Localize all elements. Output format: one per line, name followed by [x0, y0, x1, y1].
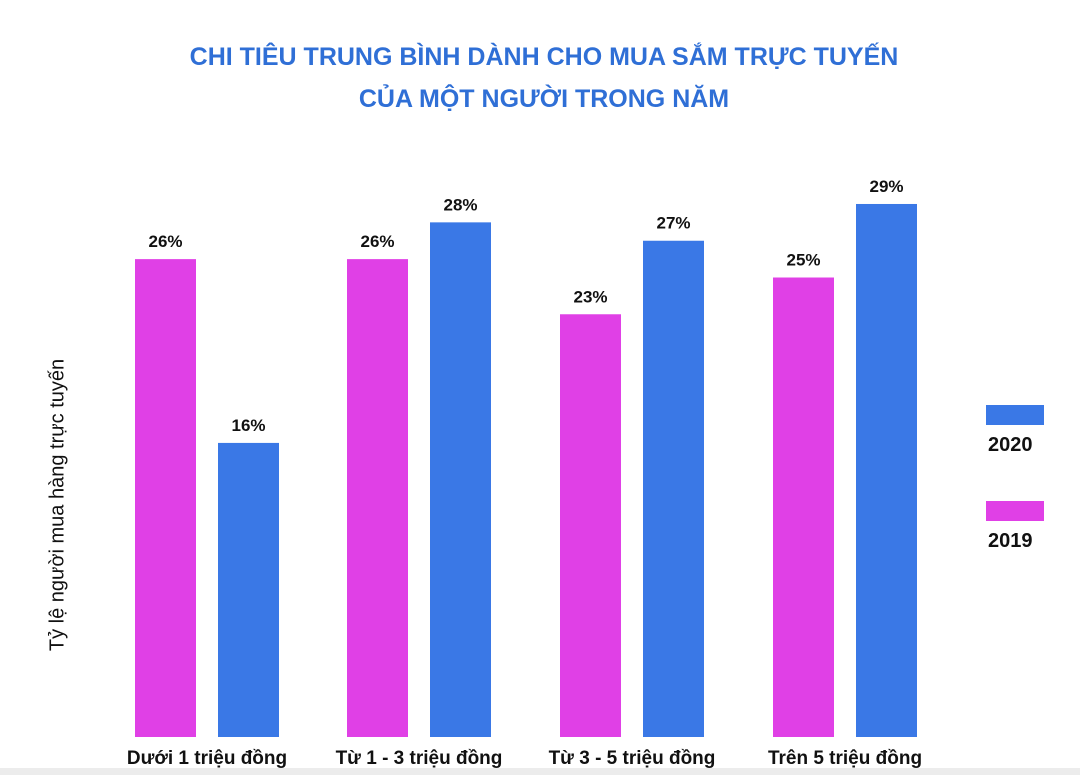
category-label-tren-5-trieu-dong: Trên 5 triệu đồng: [768, 748, 922, 769]
bar-2019-duoi-1-trieu-dong: [135, 259, 196, 737]
chart-title: CHI TIÊU TRUNG BÌNH DÀNH CHO MUA SẮM TRỰ…: [0, 36, 1080, 120]
data-label-2020-tren-5-trieu-dong: 29%: [869, 177, 903, 196]
category-label-tu-1-3-trieu-dong: Từ 1 - 3 triệu đồng: [336, 748, 503, 769]
bar-2020-tu-3-5-trieu-dong: [643, 240, 704, 738]
data-label-2019-tu-1-3-trieu-dong: 26%: [360, 232, 394, 251]
legend-swatch-2019: [986, 501, 1044, 521]
bar-2019-tren-5-trieu-dong: [773, 277, 834, 737]
bar-2020-tu-1-3-trieu-dong: [430, 222, 491, 738]
data-label-2019-duoi-1-trieu-dong: 26%: [148, 232, 182, 251]
legend-label-2019: 2019: [988, 530, 1033, 552]
legend-item-2019: 2019: [978, 501, 1058, 553]
chart-title-line-1: CHI TIÊU TRUNG BÌNH DÀNH CHO MUA SẮM TRỰ…: [189, 43, 899, 71]
bar-2020-tren-5-trieu-dong: [856, 203, 917, 738]
data-label-2020-tu-1-3-trieu-dong: 28%: [443, 195, 477, 214]
bottom-strip: [0, 768, 1080, 775]
legend-item-2020: 2020: [978, 405, 1058, 457]
data-label-2019-tu-3-5-trieu-dong: 23%: [573, 287, 607, 306]
data-label-2020-duoi-1-trieu-dong: 16%: [231, 416, 265, 435]
chart-title-line-2: CỦA MỘT NGƯỜI TRONG NĂM: [358, 85, 730, 113]
legend-label-2020: 2020: [988, 434, 1033, 456]
category-label-tu-3-5-trieu-dong: Từ 3 - 5 triệu đồng: [549, 748, 716, 769]
data-label-2020-tu-3-5-trieu-dong: 27%: [656, 214, 690, 233]
category-label-duoi-1-trieu-dong: Dưới 1 triệu đồng: [127, 748, 287, 769]
bar-2020-duoi-1-trieu-dong: [218, 442, 279, 737]
data-label-2019-tren-5-trieu-dong: 25%: [786, 251, 820, 270]
bar-2019-tu-3-5-trieu-dong: [560, 314, 621, 737]
bar-2019-tu-1-3-trieu-dong: [347, 259, 408, 737]
legend-swatch-2020: [986, 405, 1044, 425]
